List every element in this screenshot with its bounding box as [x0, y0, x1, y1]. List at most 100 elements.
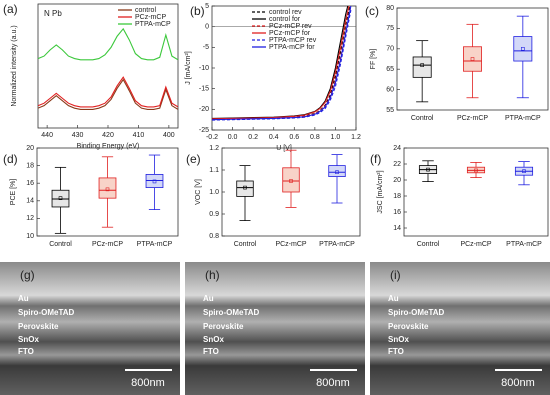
- mean: [426, 167, 430, 172]
- y-tick-label: 0: [205, 24, 209, 31]
- y-tick-label: -10: [199, 65, 209, 72]
- mean: [58, 196, 63, 200]
- y-axis-title: VOC [V]: [195, 179, 202, 205]
- scale-label: 800nm: [501, 377, 535, 389]
- layer-label: FTO: [203, 347, 219, 356]
- legend-label: PCz-mCP rev: [269, 23, 312, 30]
- legend-label: PCz-mCP for: [269, 30, 311, 37]
- mean: [105, 187, 110, 192]
- y-tick-label: 10: [26, 233, 34, 240]
- x-tick-label: 440: [41, 132, 53, 139]
- x-tick-label: 0.0: [228, 134, 238, 141]
- y-tick-label: -20: [199, 106, 209, 113]
- layer-label: FTO: [18, 347, 34, 356]
- series-line: [212, 6, 350, 120]
- y-tick-label: 0.8: [209, 233, 219, 240]
- panel-label: (a): [3, 2, 18, 16]
- x-tick-label: 400: [163, 132, 175, 139]
- y-tick-label: 1.1: [209, 167, 219, 174]
- mean: [335, 170, 339, 174]
- annotation: N Pb: [44, 9, 62, 18]
- mean: [470, 57, 475, 61]
- x-tick-label: PCz-mCP: [92, 241, 123, 248]
- y-tick-label: 5: [205, 3, 209, 10]
- x-tick-label: 0.4: [269, 134, 279, 141]
- series-line: [212, 10, 352, 121]
- y-tick-label: 65: [386, 66, 394, 73]
- box: [236, 180, 254, 197]
- y-tick-label: 16: [393, 209, 401, 216]
- y-tick-label: 55: [386, 107, 394, 114]
- x-tick-label: PTPA-mCP: [506, 241, 542, 248]
- mean: [522, 169, 526, 173]
- x-tick-label: -0.2: [206, 134, 218, 141]
- layer-label: Spiro-OMeTAD: [388, 308, 445, 317]
- panel-label: (b): [190, 4, 205, 18]
- y-tick-label: 14: [26, 198, 34, 205]
- y-tick-label: -25: [199, 127, 209, 134]
- box: [282, 167, 300, 193]
- panel-label: (g): [20, 268, 35, 282]
- legend-label: control: [135, 7, 156, 14]
- mean: [152, 179, 157, 184]
- layer-label: SnOx: [203, 335, 224, 344]
- y-axis-title: JSC [mA/cm²]: [377, 170, 384, 213]
- sem-image: [185, 262, 365, 395]
- layer-label: Au: [18, 294, 29, 303]
- panel-label: (c): [365, 4, 379, 18]
- y-axis-title: J [mA/cm²]: [185, 51, 192, 84]
- plot-frame: [396, 7, 549, 111]
- panel-label: (e): [186, 152, 201, 166]
- layer-label: Au: [203, 294, 214, 303]
- y-axis-title: Normalized intensity (a.u.): [11, 25, 18, 106]
- y-tick-label: 75: [386, 25, 394, 32]
- x-tick-label: PCz-mCP: [460, 241, 491, 248]
- y-tick-label: 18: [26, 162, 34, 169]
- x-tick-label: PTPA-mCP: [137, 241, 173, 248]
- y-tick-label: 16: [26, 180, 34, 187]
- y-tick-label: 20: [393, 177, 401, 184]
- x-tick-label: Control: [417, 241, 440, 248]
- series-line: [212, 6, 352, 121]
- x-tick-label: Control: [49, 241, 72, 248]
- x-tick-label: PCz-mCP: [275, 241, 306, 248]
- x-tick-label: 410: [133, 132, 145, 139]
- mean: [420, 63, 424, 67]
- y-tick-label: 22: [393, 161, 401, 168]
- panel-label: (i): [390, 268, 401, 282]
- layer-label: Perovskite: [203, 322, 244, 331]
- y-tick-label: 1.2: [209, 145, 219, 152]
- y-tick-label: -15: [199, 86, 209, 93]
- legend-label: PTPA-mCP: [135, 21, 171, 28]
- box: [513, 36, 533, 62]
- layer-label: SnOx: [388, 335, 409, 344]
- y-tick-label: 12: [26, 215, 34, 222]
- mean: [521, 46, 525, 51]
- y-tick-label: 1.0: [209, 189, 219, 196]
- layer-label: Au: [388, 294, 399, 303]
- x-tick-label: 1.2: [351, 134, 361, 141]
- y-tick-label: -5: [203, 44, 209, 51]
- x-tick-label: PTPA-mCP: [505, 115, 541, 122]
- mean: [474, 168, 478, 173]
- mean: [243, 185, 247, 190]
- x-tick-label: 0.8: [310, 134, 320, 141]
- y-tick-label: 18: [393, 193, 401, 200]
- layer-label: Perovskite: [388, 322, 429, 331]
- series-line: [38, 78, 178, 110]
- y-axis-title: PCE [%]: [10, 179, 17, 206]
- panel-label: (f): [370, 152, 381, 166]
- series-line: [38, 27, 178, 61]
- y-axis-title: FF [%]: [370, 49, 377, 70]
- legend-label: PTPA-mCP for: [269, 44, 315, 51]
- y-tick-label: 80: [386, 5, 394, 12]
- y-tick-label: 14: [393, 225, 401, 232]
- x-tick-label: 0.6: [289, 134, 299, 141]
- x-tick-label: Control: [234, 241, 257, 248]
- x-tick-label: 420: [102, 132, 114, 139]
- y-tick-label: 0.9: [209, 211, 219, 218]
- x-axis-title: Binding Energy (eV): [77, 143, 140, 150]
- series-line: [38, 76, 178, 108]
- y-tick-label: 60: [386, 86, 394, 93]
